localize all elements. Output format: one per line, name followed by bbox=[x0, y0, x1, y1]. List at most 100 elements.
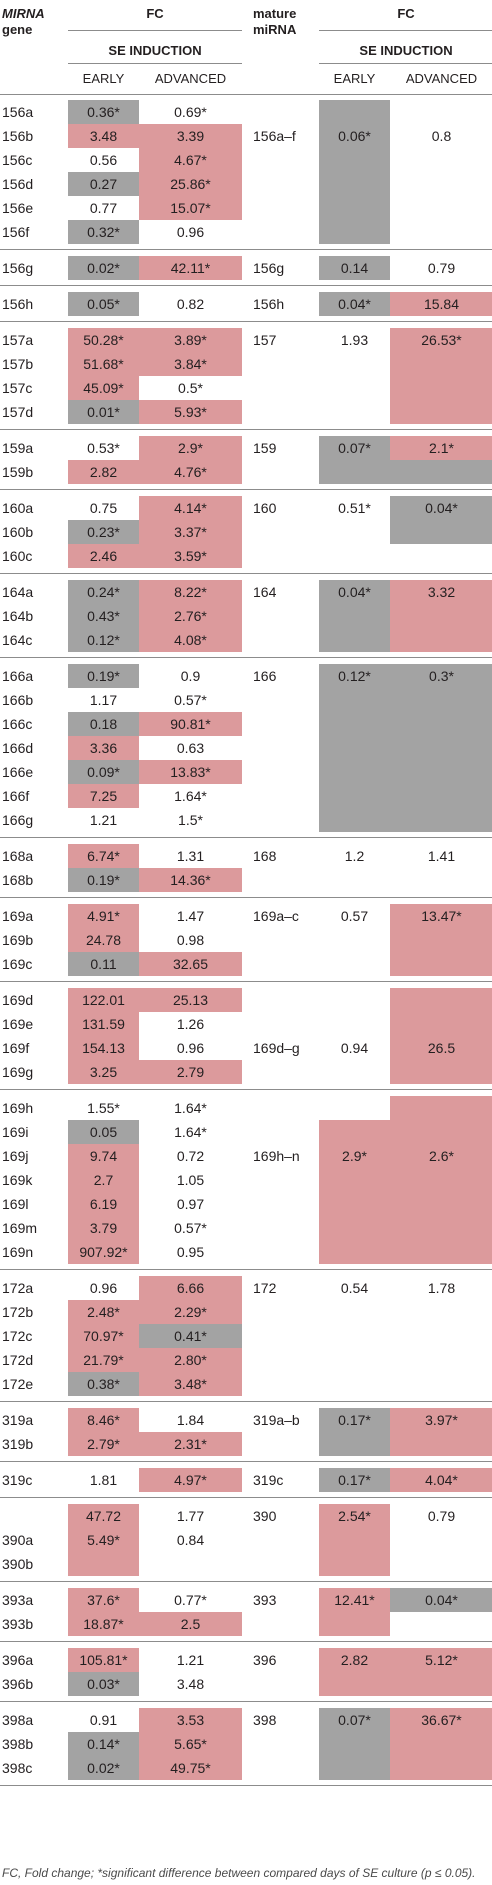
fc-advanced-cell: 25.13 bbox=[139, 988, 242, 1012]
fc-advanced-cell: 2.80* bbox=[139, 1348, 242, 1372]
mirna-gene-cell: 156a bbox=[2, 104, 34, 120]
fc-advanced-cell: 49.75* bbox=[139, 1756, 242, 1780]
mirna-gene-cell: 164b bbox=[2, 608, 34, 624]
mature-fc-advanced-value: 0.79 bbox=[427, 260, 456, 276]
fc-early-cell: 6.19 bbox=[68, 1192, 139, 1216]
mature-fc-early-value: 0.04* bbox=[338, 584, 371, 600]
fc-early-cell: 5.49* bbox=[68, 1528, 139, 1552]
mirna-gene-cell: 172b bbox=[2, 1304, 34, 1320]
mature-fc-early-value: 1.93 bbox=[340, 332, 369, 348]
mirna-gene-cell: 398c bbox=[2, 1760, 33, 1776]
group-divider bbox=[0, 1497, 492, 1498]
mature-fc-early-value: 2.82 bbox=[340, 1652, 369, 1668]
mature-fc-early-value: 0.14 bbox=[340, 260, 369, 276]
header-bottom-rule bbox=[0, 94, 492, 95]
fc-advanced-cell: 0.95 bbox=[176, 1244, 205, 1260]
fc-early-cell: 0.24* bbox=[68, 580, 139, 604]
fc-early-cell: 0.56 bbox=[89, 152, 118, 168]
fc-early-cell: 0.91 bbox=[89, 1712, 118, 1728]
group-divider bbox=[0, 1785, 492, 1786]
header-early-left: EARLY bbox=[82, 71, 125, 86]
fc-early-cell: 0.03* bbox=[68, 1672, 139, 1696]
header-mirna-label: MIRNA bbox=[2, 6, 45, 21]
mature-fc-advanced-block: 26.53* bbox=[390, 328, 492, 424]
fc-advanced-cell: 1.26 bbox=[176, 1016, 205, 1032]
mature-mirna-cell: 169a–c bbox=[253, 908, 299, 924]
mature-fc-advanced-value: 26.5 bbox=[427, 1040, 456, 1056]
group-divider bbox=[0, 249, 492, 250]
mature-mirna-cell: 160 bbox=[253, 500, 277, 516]
fc-advanced-cell: 1.84 bbox=[176, 1412, 205, 1428]
mature-mirna-cell: 169h–n bbox=[253, 1148, 300, 1164]
mirna-gene-cell: 160b bbox=[2, 524, 34, 540]
fc-advanced-cell: 32.65 bbox=[139, 952, 242, 976]
mirna-gene-cell: 172c bbox=[2, 1328, 33, 1344]
fc-advanced-cell: 1.64* bbox=[174, 788, 207, 804]
fc-advanced-cell: 1.47 bbox=[176, 908, 205, 924]
header-gene-label: gene bbox=[2, 22, 33, 37]
mature-fc-early-value: 2.54* bbox=[338, 1508, 371, 1524]
mature-fc-early-block: 0.94 bbox=[319, 988, 390, 1084]
fc-early-cell: 0.43* bbox=[68, 604, 139, 628]
mature-fc-advanced-value: 2.1* bbox=[429, 440, 454, 456]
mirna-gene-cell: 157d bbox=[2, 404, 34, 420]
mature-fc-advanced-value: 1.78 bbox=[427, 1280, 456, 1296]
fc-early-cell: 131.59 bbox=[68, 1012, 139, 1036]
mirna-gene-cell: 169i bbox=[2, 1124, 29, 1140]
fc-early-cell: 1.55* bbox=[87, 1100, 120, 1116]
fc-early-cell: 0.77 bbox=[89, 200, 118, 216]
mature-mirna-cell: 159 bbox=[253, 440, 277, 456]
mirna-gene-cell: 169f bbox=[2, 1040, 30, 1056]
mirna-gene-cell: 166c bbox=[2, 716, 33, 732]
group-divider bbox=[0, 429, 492, 430]
fc-advanced-cell: 3.39 bbox=[139, 124, 242, 148]
fc-early-cell: 2.48* bbox=[68, 1300, 139, 1324]
mature-fc-early-block: 0.07* bbox=[319, 1708, 390, 1780]
fc-advanced-cell: 2.31* bbox=[139, 1432, 242, 1456]
fc-early-cell: 0.38* bbox=[68, 1372, 139, 1396]
header-advanced-right: ADVANCED bbox=[405, 71, 478, 86]
fc-advanced-cell: 4.14* bbox=[139, 496, 242, 520]
fc-advanced-cell: 13.83* bbox=[139, 760, 242, 784]
fc-advanced-cell: 1.31 bbox=[176, 848, 205, 864]
mature-mirna-cell: 396 bbox=[253, 1652, 277, 1668]
fc-early-cell: 70.97* bbox=[68, 1324, 139, 1348]
mature-fc-early-block: 0.04* bbox=[319, 292, 390, 316]
mirna-gene-cell: 156d bbox=[2, 176, 34, 192]
mature-fc-advanced-block: 3.32 bbox=[390, 580, 492, 652]
header-se-left-rule bbox=[68, 63, 242, 64]
fc-early-cell bbox=[68, 1552, 139, 1576]
fc-early-cell: 154.13 bbox=[68, 1036, 139, 1060]
fc-early-cell: 4.91* bbox=[68, 904, 139, 928]
fc-early-cell: 3.79 bbox=[68, 1216, 139, 1240]
fc-advanced-cell: 0.77* bbox=[174, 1592, 207, 1608]
fc-early-cell: 37.6* bbox=[68, 1588, 139, 1612]
mature-fc-early-value: 1.2 bbox=[344, 848, 365, 864]
fc-early-cell: 45.09* bbox=[68, 376, 139, 400]
fc-advanced-cell: 0.97 bbox=[176, 1196, 205, 1212]
mature-fc-early-block: 0.07* bbox=[319, 436, 390, 484]
mature-fc-early-value: 0.57 bbox=[340, 908, 369, 924]
mature-mirna-cell: 166 bbox=[253, 668, 277, 684]
header-fc-right: FC bbox=[397, 6, 415, 21]
fc-early-cell: 0.14* bbox=[68, 1732, 139, 1756]
group-divider bbox=[0, 1269, 492, 1270]
mature-fc-early-value: 0.07* bbox=[338, 1712, 371, 1728]
fc-early-cell: 2.46 bbox=[68, 544, 139, 568]
mature-fc-early-value: 0.51* bbox=[338, 500, 371, 516]
fc-advanced-cell: 2.79 bbox=[139, 1060, 242, 1084]
mature-fc-early-value: 0.17* bbox=[338, 1472, 371, 1488]
mirna-gene-cell bbox=[2, 1504, 66, 1528]
mirna-gene-cell: 166a bbox=[2, 668, 34, 684]
fc-advanced-cell: 3.48 bbox=[176, 1676, 205, 1692]
fc-advanced-cell: 1.5* bbox=[178, 812, 203, 828]
fc-advanced-cell: 15.07* bbox=[139, 196, 242, 220]
mature-fc-advanced-rest-block bbox=[390, 460, 492, 484]
fc-advanced-cell: 8.22* bbox=[139, 580, 242, 604]
fc-advanced-cell: 0.84 bbox=[176, 1532, 205, 1548]
mature-fc-early-value: 0.12* bbox=[338, 668, 371, 684]
group-divider bbox=[0, 837, 492, 838]
header-advanced-left: ADVANCED bbox=[154, 71, 227, 86]
fc-advanced-cell: 0.98 bbox=[176, 932, 205, 948]
fc-early-cell: 6.74* bbox=[68, 844, 139, 868]
